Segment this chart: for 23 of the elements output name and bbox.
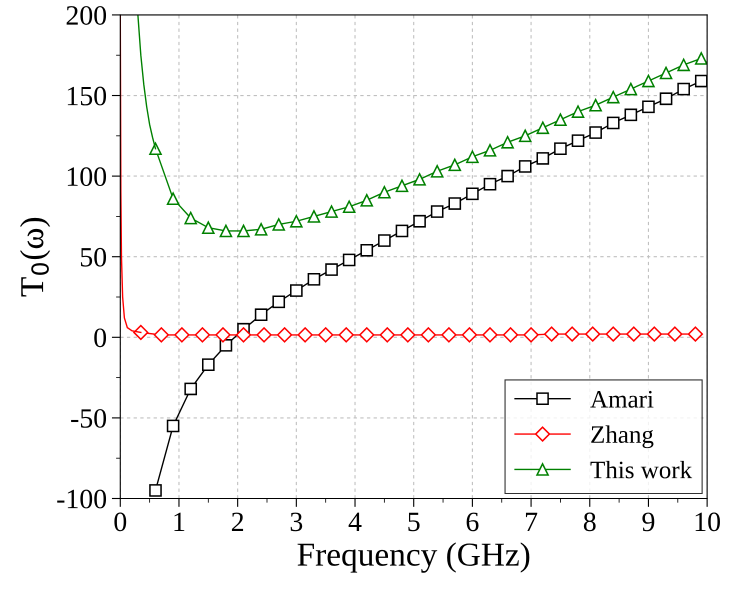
- x-tick-label: 5: [408, 512, 420, 532]
- x-tick-label: 8: [584, 512, 596, 532]
- y-tick-label: 0: [94, 328, 106, 348]
- x-tick-label: 7: [526, 512, 538, 531]
- x-tick-label: 4: [348, 512, 362, 531]
- legend-label: Amari: [590, 390, 654, 408]
- x-tick-label: 9: [642, 512, 654, 532]
- x-tick-label: 6: [466, 512, 479, 532]
- y-tick-label: 150: [68, 86, 106, 106]
- y-tick-label: 50: [80, 248, 106, 267]
- y-tick-label: 200: [66, 6, 106, 25]
- x-tick-label: 2: [232, 512, 244, 531]
- x-tick-label: 0: [114, 512, 126, 532]
- x-tick-label: 10: [696, 512, 720, 532]
- legend-label: Zhang: [591, 425, 654, 448]
- x-tick-label: 3: [290, 512, 302, 532]
- x-axis-title: Frequency (GHz): [298, 542, 530, 573]
- x-tick-label: 1: [174, 512, 184, 531]
- legend-label: This work: [590, 460, 692, 478]
- y-axis-title: T$_{0}$(ω): [20, 218, 50, 296]
- y-tick-label: -50: [71, 409, 106, 428]
- y-tick-label: -100: [57, 490, 106, 508]
- y-tick-label: 100: [68, 167, 106, 186]
